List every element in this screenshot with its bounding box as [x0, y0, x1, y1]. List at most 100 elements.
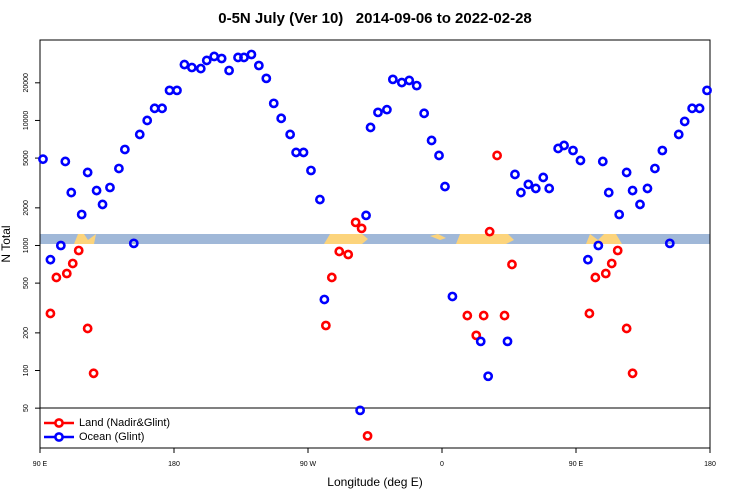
point	[593, 240, 604, 251]
point	[320, 320, 331, 331]
point	[73, 245, 84, 256]
x-tick-label: 90 W	[300, 461, 317, 468]
point	[195, 63, 206, 74]
point	[253, 60, 264, 71]
point	[627, 185, 638, 196]
point	[583, 254, 593, 265]
point	[55, 240, 66, 251]
point	[38, 154, 48, 165]
land-strip	[456, 234, 514, 244]
point	[291, 147, 301, 158]
point	[315, 194, 325, 205]
point	[350, 217, 361, 228]
chart-title: 0-5N July (Ver 10) 2014-09-06 to 2022-02…	[218, 10, 532, 27]
point	[584, 308, 595, 319]
point	[45, 308, 56, 319]
point	[411, 80, 422, 91]
point	[568, 145, 578, 156]
point	[606, 258, 617, 269]
point	[362, 430, 373, 441]
point	[502, 336, 513, 347]
point	[201, 55, 212, 66]
point	[679, 116, 690, 127]
point	[82, 323, 93, 334]
point	[694, 103, 705, 114]
point	[172, 85, 182, 96]
point	[356, 223, 367, 234]
point	[268, 98, 279, 109]
point	[45, 254, 56, 265]
point	[507, 259, 517, 270]
x-tick-label: 180	[168, 461, 180, 468]
point	[612, 245, 623, 256]
point	[702, 85, 712, 96]
point	[382, 104, 392, 115]
point	[164, 85, 175, 96]
point	[224, 65, 234, 76]
point	[614, 209, 625, 220]
point	[600, 268, 611, 279]
point	[627, 368, 638, 379]
point	[635, 199, 645, 210]
point	[538, 172, 549, 183]
y-tick-label: 10000	[23, 111, 30, 131]
land-strip	[324, 234, 368, 244]
point	[209, 51, 220, 62]
point	[657, 145, 668, 156]
point	[261, 73, 272, 84]
point	[149, 103, 160, 114]
point	[365, 122, 376, 133]
point	[687, 103, 698, 114]
point	[621, 323, 632, 334]
land-strip	[430, 234, 446, 240]
point	[475, 336, 486, 347]
point	[355, 405, 366, 416]
point	[76, 209, 87, 220]
point	[664, 238, 675, 249]
point	[484, 226, 495, 237]
y-tick-label: 100	[23, 365, 30, 377]
map-strip	[40, 234, 710, 244]
point	[523, 179, 534, 190]
point	[114, 163, 124, 174]
point	[471, 330, 482, 341]
point	[239, 52, 249, 63]
point	[119, 144, 130, 155]
y-tick-label: 2000	[23, 200, 30, 216]
point	[510, 169, 520, 180]
point	[590, 272, 601, 283]
point	[343, 249, 354, 260]
point	[285, 129, 296, 140]
point	[597, 156, 608, 167]
point	[673, 129, 684, 140]
point	[157, 103, 167, 114]
point	[516, 187, 526, 198]
point	[61, 268, 72, 279]
point	[544, 183, 555, 194]
y-tick-label: 5000	[23, 150, 30, 166]
point	[298, 147, 309, 158]
point	[306, 165, 316, 176]
land-strip	[74, 234, 96, 244]
y-tick-label: 200	[23, 327, 30, 339]
point	[373, 107, 383, 118]
point	[426, 135, 437, 146]
point	[434, 150, 444, 161]
point	[642, 183, 653, 194]
x-tick-label: 180	[704, 461, 716, 468]
y-axis-label: N Total	[0, 225, 13, 262]
point	[575, 155, 586, 166]
point	[483, 371, 494, 382]
point	[142, 115, 153, 126]
legend-marker	[54, 418, 64, 428]
legend-label: Ocean (Glint)	[79, 431, 144, 443]
point	[621, 167, 632, 178]
x-axis-label: Longitude (deg E)	[327, 475, 422, 489]
x-tick-label: 0	[440, 461, 444, 468]
y-tick-label: 50	[23, 404, 30, 412]
point	[492, 150, 502, 161]
point	[387, 74, 398, 85]
point	[404, 75, 415, 86]
y-tick-label: 1000	[23, 238, 30, 254]
